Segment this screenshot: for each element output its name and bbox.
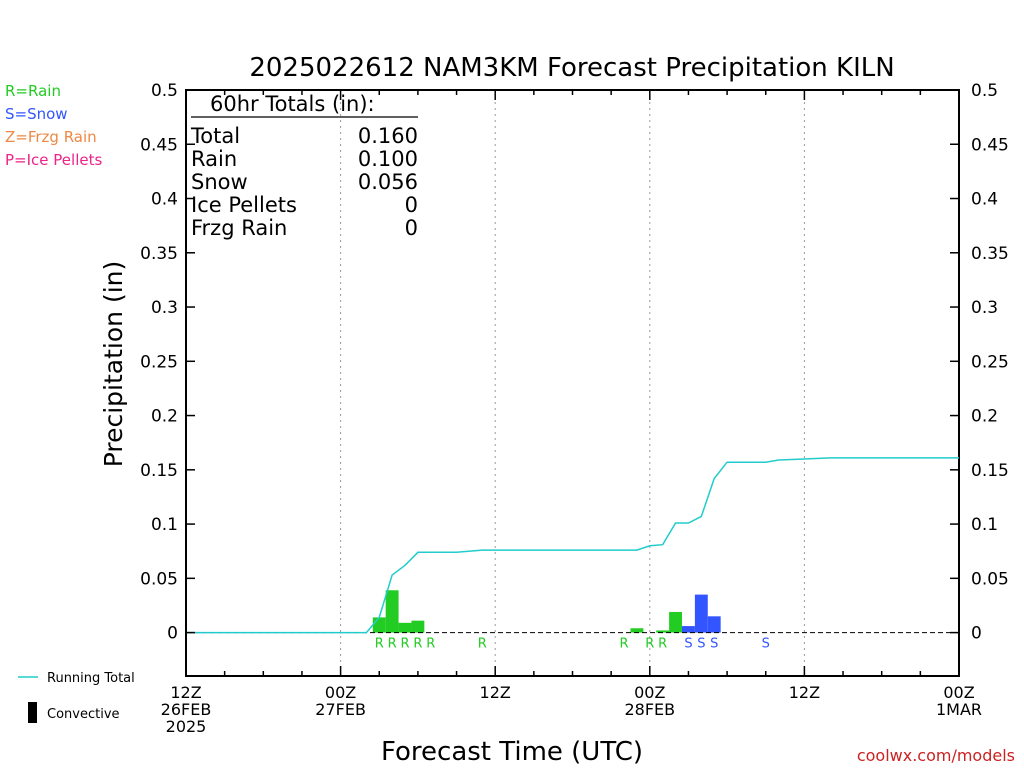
- precip-type-marker: R: [426, 637, 435, 652]
- y-tick-label-right: 0.35: [971, 244, 1009, 264]
- precip-type-marker: R: [413, 637, 422, 652]
- totals-box: 60hr Totals (in): Total 0.160 Rain 0.100 Sno…: [190, 92, 418, 240]
- precip-type-marker: S: [762, 637, 770, 652]
- precip-bars: [372, 590, 721, 633]
- precip-bar: [669, 611, 683, 633]
- y-tick-label-right: 0.2: [971, 407, 998, 427]
- precip-type-marker: R: [478, 637, 487, 652]
- totals-row-label: Snow: [191, 170, 248, 194]
- precip-bar: [707, 616, 721, 633]
- precip-bar: [398, 622, 412, 633]
- precip-bar: [630, 628, 644, 633]
- y-tick-label: 0.45: [140, 135, 178, 155]
- x-tick-label: 00Z: [634, 683, 665, 702]
- x-tick-label: 26FEB: [161, 700, 212, 719]
- chart-title: 2025022612 NAM3KM Forecast Precipitation…: [249, 53, 894, 83]
- totals-rows: Total 0.160 Rain 0.100 Snow 0.056 Ice Pellets 0…: [190, 124, 418, 240]
- running-total-line: [186, 457, 959, 634]
- y-tick-label: 0.05: [140, 569, 178, 589]
- totals-row-value: 0: [405, 216, 418, 240]
- totals-row-value: 0.160: [358, 124, 418, 148]
- plot-area: [185, 89, 960, 677]
- totals-row-value: 0.100: [358, 147, 418, 171]
- y-tick-label-right: 0.05: [971, 569, 1009, 589]
- y-tick-label-right: 0.3: [971, 298, 998, 318]
- precip-type-marker: S: [710, 637, 718, 652]
- y-axis-left: 0 0.05 0.1 0.15 0.2 0.25 0.3 0.35 0.4 0.45 0.5: [140, 81, 195, 644]
- convective-swatch: [28, 702, 37, 723]
- y-tick-label: 0.4: [151, 190, 178, 210]
- precip-type-marker: R: [645, 637, 654, 652]
- precip-type-legend-item: Z=Frzg Rain: [5, 128, 97, 146]
- totals-row-label: Ice Pellets: [191, 193, 297, 217]
- y-tick-label: 0.3: [151, 298, 178, 318]
- x-tick-label: 28FEB: [624, 700, 675, 719]
- precip-type-legend-item: S=Snow: [5, 105, 68, 123]
- x-axis-label: Forecast Time (UTC): [381, 737, 643, 767]
- x-tick-label: 00Z: [325, 683, 356, 702]
- precip-type-marker: R: [620, 637, 629, 652]
- precip-type-marker: S: [697, 637, 705, 652]
- y-tick-label: 0: [167, 624, 178, 644]
- x-tick-label: 12Z: [789, 683, 820, 702]
- x-tick-label: 27FEB: [315, 700, 366, 719]
- precip-bar: [656, 630, 670, 633]
- y-tick-label-right: 0.1: [971, 515, 998, 535]
- totals-row-value: 0: [405, 193, 418, 217]
- totals-row-value: 0.056: [358, 170, 418, 194]
- x-tick-label: 12Z: [170, 683, 201, 702]
- y-tick-label: 0.5: [151, 81, 178, 101]
- y-axis-label: Precipitation (in): [99, 261, 128, 468]
- convective-legend-label: Convective: [47, 707, 120, 722]
- y-tick-label: 0.15: [140, 461, 178, 481]
- x-tick-label: 1MAR: [936, 700, 982, 719]
- precip-type-legend: R=Rain S=Snow Z=Frzg Rain P=Ice Pellets: [5, 82, 102, 169]
- x-tick-label: 12Z: [480, 683, 511, 702]
- y-tick-label-right: 0: [971, 624, 982, 644]
- y-tick-label: 0.25: [140, 352, 178, 372]
- credit-text: coolwx.com/models: [857, 746, 1015, 765]
- running-total-legend: Running Total: [18, 671, 135, 686]
- y-tick-label: 0.2: [151, 407, 178, 427]
- totals-row-label: Rain: [191, 147, 237, 171]
- y-tick-label-right: 0.5: [971, 81, 998, 101]
- x-tick-label: 00Z: [943, 683, 974, 702]
- precip-type-marker: R: [388, 637, 397, 652]
- convective-legend: Convective: [28, 702, 120, 723]
- y-axis-right: 0 0.05 0.1 0.15 0.2 0.25 0.3 0.35 0.4 0.45 0.5: [950, 81, 1009, 644]
- y-tick-label: 0.1: [151, 515, 178, 535]
- precip-type-legend-item: R=Rain: [5, 82, 61, 100]
- y-tick-label: 0.35: [140, 244, 178, 264]
- precip-type-marker: S: [684, 637, 692, 652]
- totals-header: 60hr Totals (in):: [210, 92, 375, 116]
- precip-type-marker: R: [400, 637, 409, 652]
- precip-bar: [682, 626, 695, 633]
- precip-type-legend-item: P=Ice Pellets: [5, 151, 102, 169]
- precip-bar: [372, 617, 386, 633]
- precip-type-marker: R: [375, 637, 384, 652]
- y-tick-label-right: 0.15: [971, 461, 1009, 481]
- precip-bar: [385, 590, 399, 633]
- vertical-grid: [340, 90, 805, 676]
- precip-type-marker: R: [658, 637, 667, 652]
- precip-bar: [411, 620, 425, 633]
- y-tick-label-right: 0.4: [971, 190, 998, 210]
- x-tick-label: 2025: [166, 717, 207, 736]
- y-tick-label-right: 0.45: [971, 135, 1009, 155]
- totals-row-label: Total: [190, 124, 240, 148]
- totals-row-label: Frzg Rain: [191, 216, 287, 240]
- y-tick-label-right: 0.25: [971, 352, 1009, 372]
- running-total-legend-label: Running Total: [47, 671, 135, 686]
- precip-bar: [694, 594, 708, 633]
